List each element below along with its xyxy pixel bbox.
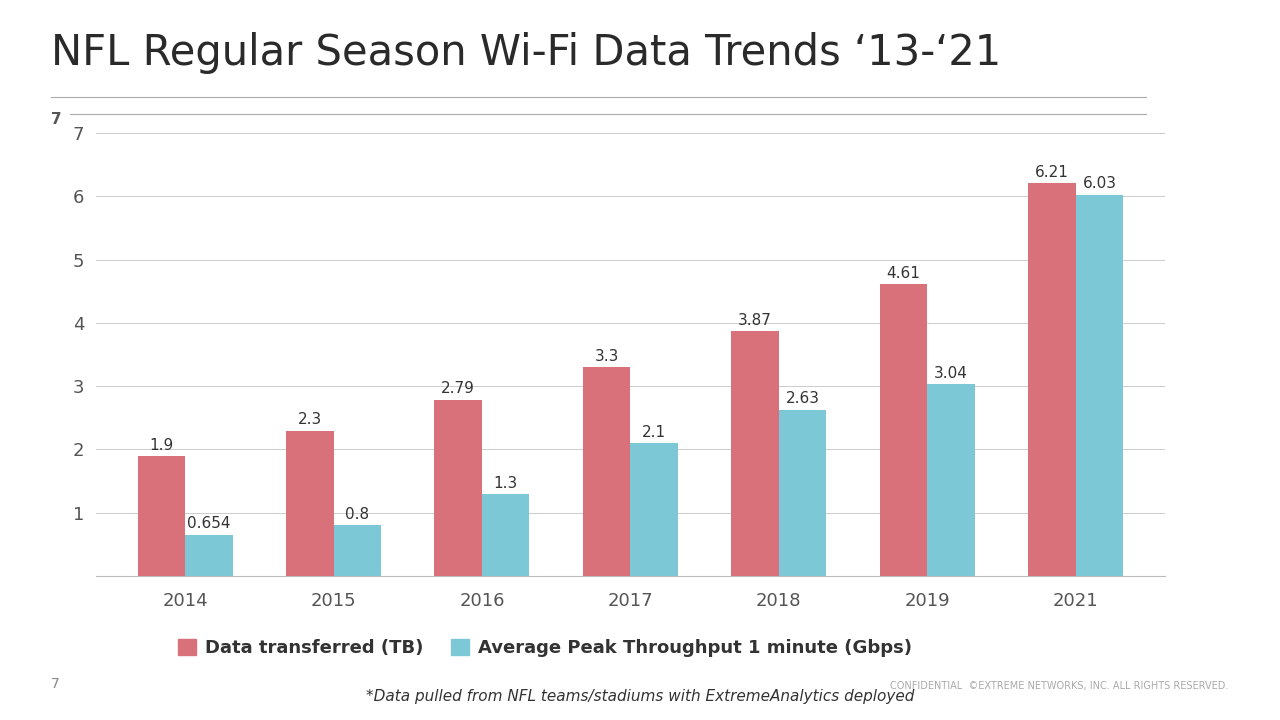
Bar [186, 535, 233, 576]
Text: 3.87: 3.87 [739, 313, 772, 328]
Bar [137, 456, 186, 576]
Text: 6.21: 6.21 [1036, 165, 1069, 180]
Text: 6.03: 6.03 [1083, 176, 1116, 192]
Text: *Data pulled from NFL teams/stadiums with ExtremeAnalytics deployed: *Data pulled from NFL teams/stadiums wit… [366, 689, 914, 704]
Bar [483, 494, 530, 576]
Text: 2.1: 2.1 [643, 425, 666, 440]
Legend: Data transferred (TB), Average Peak Throughput 1 minute (Gbps): Data transferred (TB), Average Peak Thro… [170, 631, 919, 665]
Bar [879, 284, 927, 576]
Bar [927, 384, 975, 576]
Text: 4.61: 4.61 [887, 266, 920, 282]
Text: 1.9: 1.9 [150, 438, 174, 453]
Text: 7: 7 [51, 112, 61, 127]
Text: 2.79: 2.79 [442, 382, 475, 396]
Bar [285, 431, 334, 576]
Bar [1028, 183, 1075, 576]
Bar [731, 331, 778, 576]
Text: CONFIDENTIAL  ©EXTREME NETWORKS, INC. ALL RIGHTS RESERVED.: CONFIDENTIAL ©EXTREME NETWORKS, INC. ALL… [891, 681, 1229, 691]
Bar [1075, 194, 1124, 576]
Text: 0.8: 0.8 [346, 507, 370, 522]
Text: 1.3: 1.3 [494, 476, 518, 490]
Text: NFL Regular Season Wi-Fi Data Trends ‘13-‘21: NFL Regular Season Wi-Fi Data Trends ‘13… [51, 32, 1001, 74]
Bar [778, 410, 827, 576]
Bar [334, 526, 381, 576]
Text: 3.3: 3.3 [594, 349, 618, 364]
Text: 2.3: 2.3 [298, 413, 321, 428]
Bar [582, 367, 630, 576]
Text: 2.63: 2.63 [786, 392, 819, 407]
Bar [631, 444, 678, 576]
Text: 7: 7 [51, 678, 60, 691]
Text: 3.04: 3.04 [934, 366, 968, 381]
Text: 0.654: 0.654 [187, 516, 230, 531]
Bar [434, 400, 483, 576]
